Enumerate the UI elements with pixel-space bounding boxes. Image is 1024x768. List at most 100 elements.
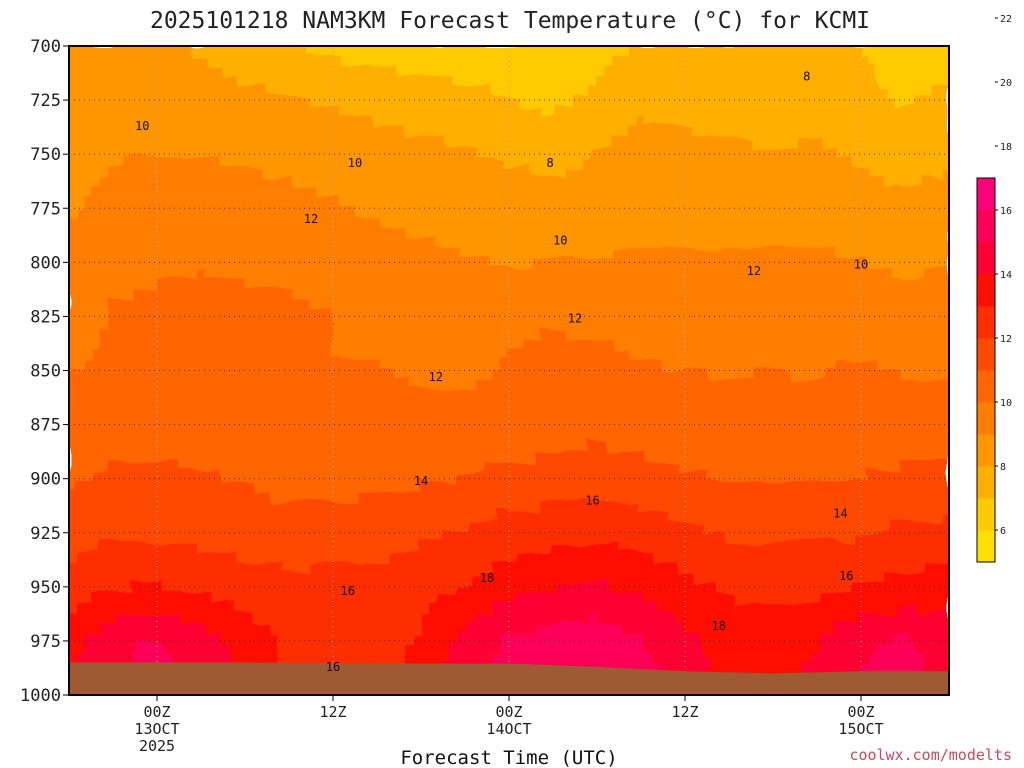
temperature-cell [468,390,478,402]
temperature-cell [244,268,254,280]
temperature-cell [204,501,214,513]
temperature-cell [92,288,102,301]
temperature-cell [452,349,462,361]
temperature-cell [780,491,790,503]
temperature-cell [876,481,886,493]
temperature-cell [900,258,910,270]
temperature-cell [692,136,702,148]
temperature-cell [212,410,222,422]
temperature-cell [668,96,678,108]
temperature-cell [612,228,622,240]
temperature-cell [132,410,142,422]
temperature-cell [852,136,862,148]
temperature-cell [396,197,406,209]
temperature-cell [69,390,78,402]
temperature-cell [868,299,878,311]
temperature-cell [788,359,798,371]
temperature-cell [644,440,654,453]
temperature-cell [620,400,630,412]
temperature-cell [916,339,926,351]
temperature-cell [892,390,902,402]
temperature-cell [284,471,294,483]
temperature-cell [644,167,654,179]
temperature-cell [908,349,918,361]
temperature-cell [244,349,254,361]
temperature-cell [260,96,270,108]
temperature-cell [780,146,790,159]
temperature-cell [260,167,270,179]
temperature-cell [420,65,430,77]
temperature-cell [452,380,462,392]
temperature-cell [780,157,790,169]
temperature-cell [572,400,582,412]
temperature-cell [460,451,470,463]
temperature-cell [300,167,310,179]
temperature-cell [268,197,278,209]
temperature-cell [212,319,222,331]
temperature-cell [932,197,942,209]
temperature-cell [412,157,422,169]
temperature-cell [780,258,790,270]
temperature-cell [324,106,334,118]
temperature-cell [348,370,358,382]
temperature-cell [572,451,582,463]
temperature-cell [148,440,158,453]
temperature-cell [276,501,286,513]
temperature-cell [452,491,462,503]
temperature-cell [700,167,710,179]
temperature-cell [444,430,454,442]
temperature-cell [340,96,350,108]
temperature-cell [508,96,518,108]
temperature-cell [100,299,110,311]
temperature-cell [148,96,158,108]
temperature-cell [252,86,262,98]
temperature-cell [572,167,582,179]
temperature-cell [340,75,350,88]
temperature-cell [452,228,462,240]
temperature-cell [556,440,566,453]
temperature-cell [500,380,510,392]
temperature-cell [276,278,286,290]
temperature-cell [676,116,686,128]
temperature-cell [228,451,238,463]
temperature-cell [724,106,734,118]
temperature-cell [300,65,310,77]
temperature-cell [69,55,78,67]
temperature-cell [532,228,542,240]
temperature-cell [276,380,286,392]
temperature-cell [764,207,774,219]
temperature-cell [708,55,718,67]
temperature-cell [636,238,646,250]
temperature-cell [892,461,902,473]
temperature-cell [700,146,710,159]
temperature-cell [476,248,486,260]
temperature-cell [388,420,398,432]
temperature-cell [836,380,846,392]
temperature-cell [852,197,862,209]
temperature-cell [884,309,894,321]
temperature-cell [388,75,398,88]
temperature-cell [564,278,574,290]
temperature-cell [236,461,246,473]
temperature-cell [716,359,726,371]
temperature-cell [788,46,798,57]
temperature-cell [468,329,478,341]
temperature-cell [668,471,678,483]
temperature-cell [372,207,382,219]
temperature-cell [140,349,150,361]
temperature-cell [668,55,678,67]
temperature-cell [148,177,158,189]
temperature-cell [628,197,638,209]
temperature-cell [596,400,606,412]
temperature-cell [588,299,598,311]
temperature-cell [748,400,758,412]
temperature-cell [772,207,782,219]
temperature-cell [196,167,206,179]
temperature-cell [172,217,182,230]
temperature-cell [740,440,750,453]
temperature-cell [412,177,422,189]
temperature-cell [92,339,102,351]
temperature-cell [204,116,214,128]
temperature-cell [892,440,902,453]
temperature-cell [276,55,286,67]
